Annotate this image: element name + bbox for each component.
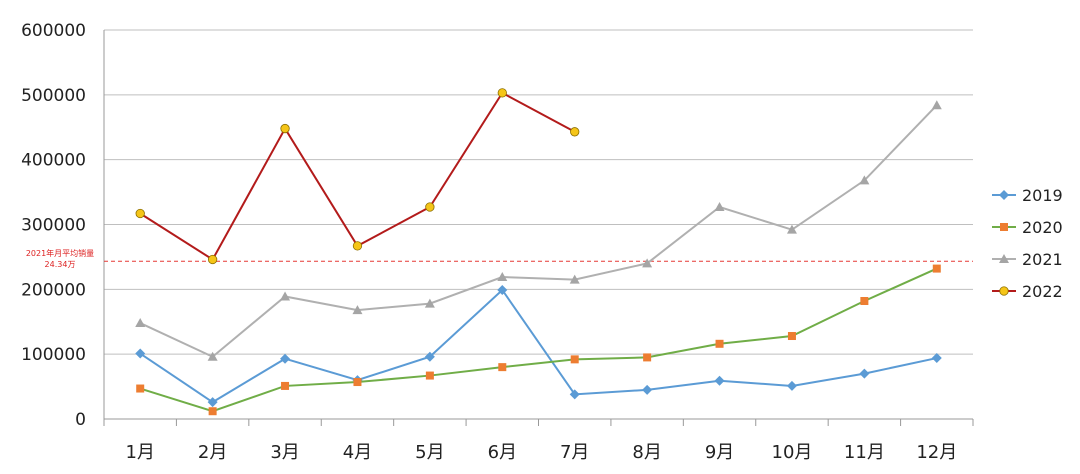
data-point-2019 xyxy=(569,389,580,400)
y-tick-label: 200000 xyxy=(21,280,86,300)
y-tick-label: 400000 xyxy=(21,151,86,171)
reference-label-line1: 2021年月平均销量 xyxy=(26,248,94,258)
x-tick-label: 9月 xyxy=(705,442,734,463)
data-point-2021 xyxy=(135,318,146,328)
axes xyxy=(103,30,974,426)
series-line-2021 xyxy=(139,104,938,358)
x-tick-label: 11月 xyxy=(844,442,885,463)
x-tick-label: 5月 xyxy=(415,442,444,463)
data-point-2021 xyxy=(280,291,291,301)
series-2019 xyxy=(135,284,942,408)
x-tick-label: 12月 xyxy=(916,442,957,463)
data-point-2020 xyxy=(932,264,941,273)
y-tick-label: 600000 xyxy=(21,21,86,41)
legend-item-2019: 2019 xyxy=(992,186,1063,205)
legend-label: 2020 xyxy=(1022,218,1063,237)
data-point-2019 xyxy=(280,353,291,364)
data-point-2021 xyxy=(352,305,363,315)
x-tick-label: 3月 xyxy=(270,442,299,463)
legend-label: 2021 xyxy=(1022,250,1063,269)
series-line-2022 xyxy=(139,91,576,261)
data-point-2020 xyxy=(787,332,796,341)
y-tick-label: 100000 xyxy=(21,345,86,365)
data-point-2022 xyxy=(207,254,218,265)
x-tick-label: 4月 xyxy=(343,442,372,463)
data-point-2021 xyxy=(424,298,435,308)
data-point-2019 xyxy=(424,351,435,362)
series-line-2020 xyxy=(139,267,938,413)
data-point-2019 xyxy=(642,384,653,395)
data-point-2021 xyxy=(714,201,725,211)
legend-label: 2022 xyxy=(1022,282,1063,301)
legend-marker xyxy=(999,190,1009,200)
y-tick-label: 0 xyxy=(75,410,86,430)
data-point-2019 xyxy=(135,348,146,359)
data-point-2019 xyxy=(497,284,508,295)
data-point-2022 xyxy=(280,123,290,134)
data-point-2021 xyxy=(642,258,653,268)
data-point-2020 xyxy=(425,371,434,380)
series-group xyxy=(135,88,942,416)
x-tick-label: 7月 xyxy=(560,442,589,463)
legend: 2019 2020 2021 2022 xyxy=(992,186,1063,301)
data-point-2021 xyxy=(859,175,870,185)
data-point-2019 xyxy=(714,375,725,386)
data-point-2020 xyxy=(570,355,579,364)
data-point-2019 xyxy=(859,368,870,379)
series-line-2019 xyxy=(139,288,938,404)
data-point-2020 xyxy=(208,407,217,416)
data-point-2022 xyxy=(570,127,580,137)
data-point-2019 xyxy=(786,380,797,391)
data-point-2022 xyxy=(135,208,145,219)
data-point-2021 xyxy=(569,274,580,284)
x-tick-label: 6月 xyxy=(488,442,517,463)
legend-item-2022: 2022 xyxy=(992,282,1063,301)
data-point-2022 xyxy=(425,202,435,212)
y-tick-label: 300000 xyxy=(21,216,86,236)
data-point-2020 xyxy=(860,297,869,306)
legend-item-2021: 2021 xyxy=(992,250,1063,269)
reference-label-line2: 24.34万 xyxy=(45,260,76,269)
data-point-2022 xyxy=(497,88,507,98)
data-point-2021 xyxy=(786,224,797,234)
x-tick-label: 10月 xyxy=(772,442,813,463)
legend-marker xyxy=(1000,223,1008,231)
data-point-2021 xyxy=(931,100,942,110)
series-2021 xyxy=(135,100,942,361)
reference-line: 2021年月平均销量 24.34万 xyxy=(26,248,973,269)
legend-item-2020: 2020 xyxy=(992,218,1063,237)
series-2020 xyxy=(136,264,941,416)
data-point-2019 xyxy=(931,353,942,364)
y-axis-ticks: 0 100000 200000 300000 400000 500000 600000 xyxy=(21,21,86,430)
x-tick-label: 8月 xyxy=(632,442,661,463)
data-point-2020 xyxy=(353,378,362,387)
data-point-2021 xyxy=(207,351,218,361)
legend-marker xyxy=(999,254,1009,263)
y-tick-label: 500000 xyxy=(21,86,86,106)
series-2022 xyxy=(135,88,580,265)
data-point-2022 xyxy=(352,241,363,251)
data-point-2020 xyxy=(715,339,724,348)
data-point-2020 xyxy=(498,363,507,372)
data-point-2020 xyxy=(281,381,290,390)
x-axis-ticks: 1月 2月 3月 4月 5月 6月 7月 8月 9月 10月 11月 12月 xyxy=(125,442,957,463)
data-point-2021 xyxy=(497,272,508,282)
legend-marker xyxy=(999,286,1009,296)
x-tick-label: 2月 xyxy=(198,442,227,463)
x-tick-label: 1月 xyxy=(125,442,154,463)
data-point-2019 xyxy=(207,397,218,408)
gridlines xyxy=(104,29,973,355)
data-point-2020 xyxy=(136,384,145,393)
data-point-2020 xyxy=(643,353,652,362)
legend-label: 2019 xyxy=(1022,186,1063,205)
